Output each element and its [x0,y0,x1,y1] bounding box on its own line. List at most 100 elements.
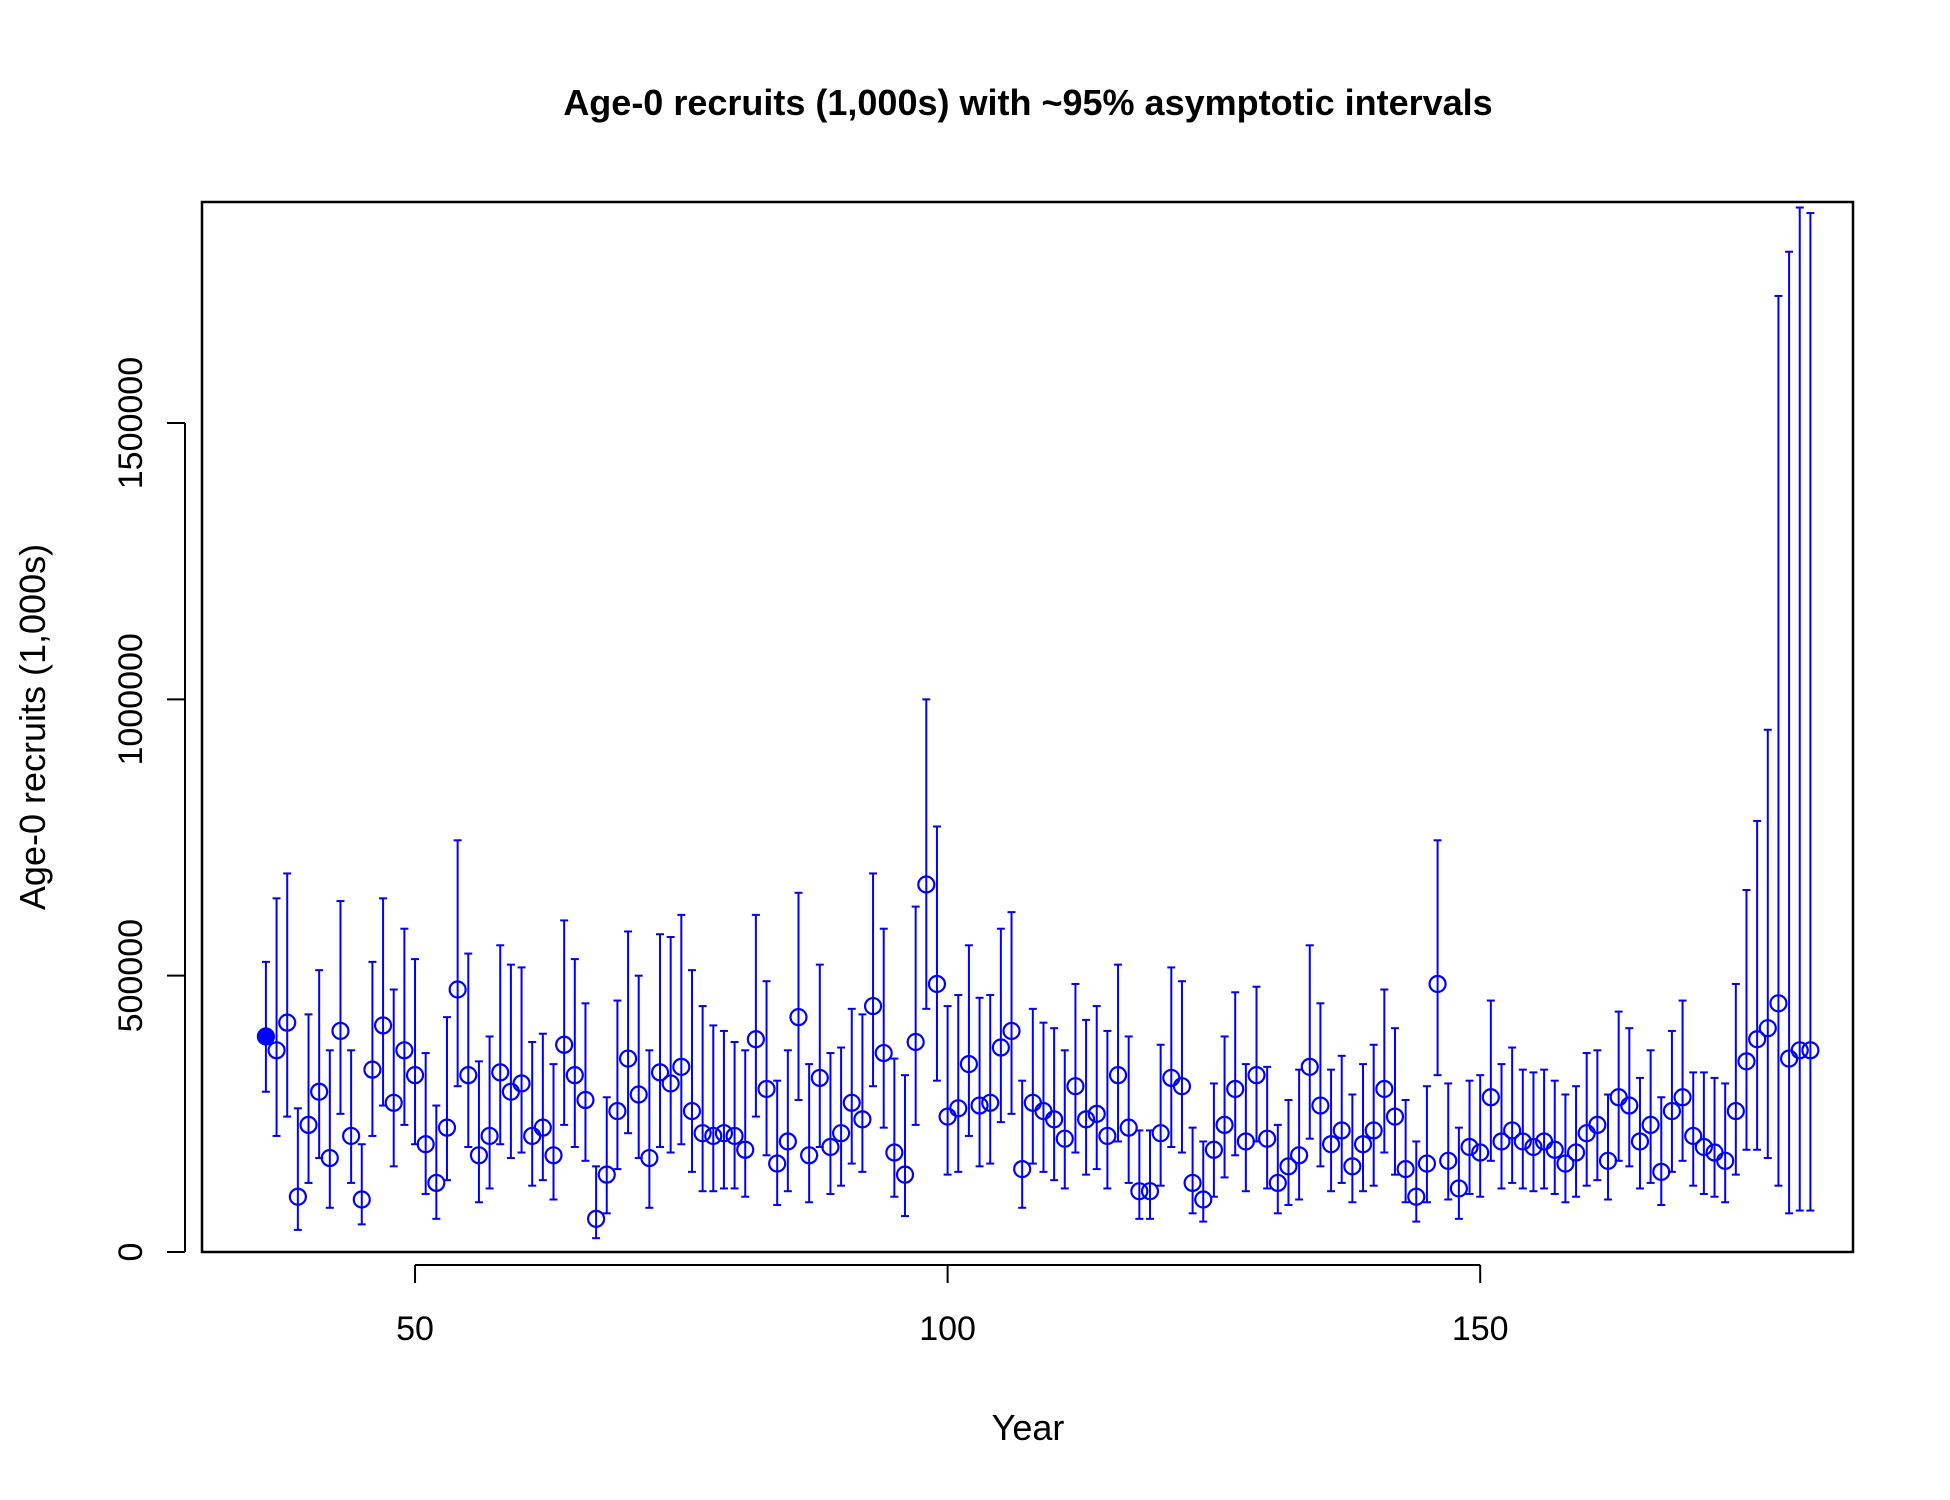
data-point [1385,1107,1405,1126]
data-point [1694,1137,1713,1157]
plot-area [200,200,1855,1254]
data-point [1428,974,1447,994]
data-point [1439,1151,1458,1170]
data-point [384,1093,403,1112]
data-point [480,1126,499,1146]
data-point [555,1035,574,1054]
data-point [629,1085,648,1104]
y-tick-label: 1500000 [112,357,150,489]
data-point [469,1146,489,1165]
data-point [299,1115,318,1134]
data-point [1662,1101,1682,1121]
data-point [991,1038,1010,1057]
data-point [1300,1057,1319,1076]
data-point [1364,1121,1383,1140]
data-point [1183,1173,1202,1193]
y-tick-label: 500000 [112,919,150,1032]
data-point [1396,1160,1415,1179]
data-point [1226,1079,1245,1099]
data-point [917,875,936,894]
data-point [1492,1132,1511,1151]
data-point [459,1066,478,1085]
data-point [1471,1143,1490,1162]
data-point [1353,1135,1373,1154]
data-point [1066,1077,1085,1096]
data-point [405,1066,425,1085]
data-point [565,1066,584,1085]
data-point [1076,1110,1096,1129]
chart-title: Age-0 recruits (1,000s) with ~95% asympt… [563,82,1492,123]
data-point [1290,1146,1309,1165]
data-point [256,1027,276,1046]
data-point [342,1126,361,1146]
data-point [618,1049,638,1068]
y-tick-label: 1000000 [112,633,150,765]
data-point [1481,1088,1500,1107]
data-point [437,1118,457,1137]
data-point [959,1055,979,1074]
data-point [1620,1096,1639,1115]
data-point [395,1041,414,1060]
data-point [1716,1151,1735,1170]
data-point [1151,1124,1170,1143]
data-point [1140,1182,1160,1201]
data-point [768,1154,787,1173]
data-point [853,1110,872,1129]
x-tick-label: 100 [919,1310,976,1348]
x-axis: 50 100 150 [396,1264,1509,1348]
data-point [1460,1137,1479,1157]
data-point [746,1030,765,1049]
error-bars [261,206,1815,1240]
data-point [672,1057,691,1076]
data-point [800,1146,819,1165]
data-point [1215,1115,1234,1134]
x-tick-label: 150 [1452,1310,1509,1348]
y-axis: 0 500000 1000000 1500000 [112,357,186,1262]
data-point [352,1190,371,1209]
data-point [895,1165,915,1184]
data-point [1513,1132,1532,1151]
data-point [1726,1101,1745,1121]
data-point [320,1148,339,1168]
data-point [363,1060,382,1079]
data-point [906,1032,925,1052]
data-point [661,1074,680,1093]
data-point [842,1093,861,1112]
y-tick-label: 0 [112,1243,150,1262]
data-point [288,1187,307,1206]
data-point [1407,1187,1426,1206]
data-point [1524,1137,1543,1157]
data-point [1204,1140,1224,1159]
data-point [1790,1041,1809,1060]
data-point [704,1126,723,1146]
data-point [821,1137,840,1157]
data-point [608,1101,627,1121]
data-point [736,1140,755,1159]
data-point [1556,1154,1575,1173]
data-point [1566,1143,1586,1162]
data-point [1801,1041,1820,1060]
data-point [267,1041,286,1060]
data-point [1055,1129,1074,1148]
data-point [1311,1096,1330,1115]
data-point [1236,1132,1255,1151]
data-point [1598,1151,1618,1170]
data-point [1119,1118,1138,1137]
data-point [1375,1079,1394,1099]
data-point [1545,1140,1564,1159]
data-point [512,1074,531,1093]
data-point [1172,1077,1192,1096]
data-point [1737,1052,1756,1071]
data-point [863,996,883,1016]
data-point [533,1118,552,1137]
data-point [1641,1115,1660,1134]
data-point [427,1173,446,1193]
data-point [491,1063,510,1082]
data-point [1332,1121,1351,1140]
data-point [725,1126,744,1146]
data-point [1130,1182,1149,1201]
data-point [640,1148,659,1168]
y-axis-label: Age-0 recruits (1,000s) [12,544,53,910]
data-point [874,1043,893,1063]
data-point [310,1082,329,1101]
